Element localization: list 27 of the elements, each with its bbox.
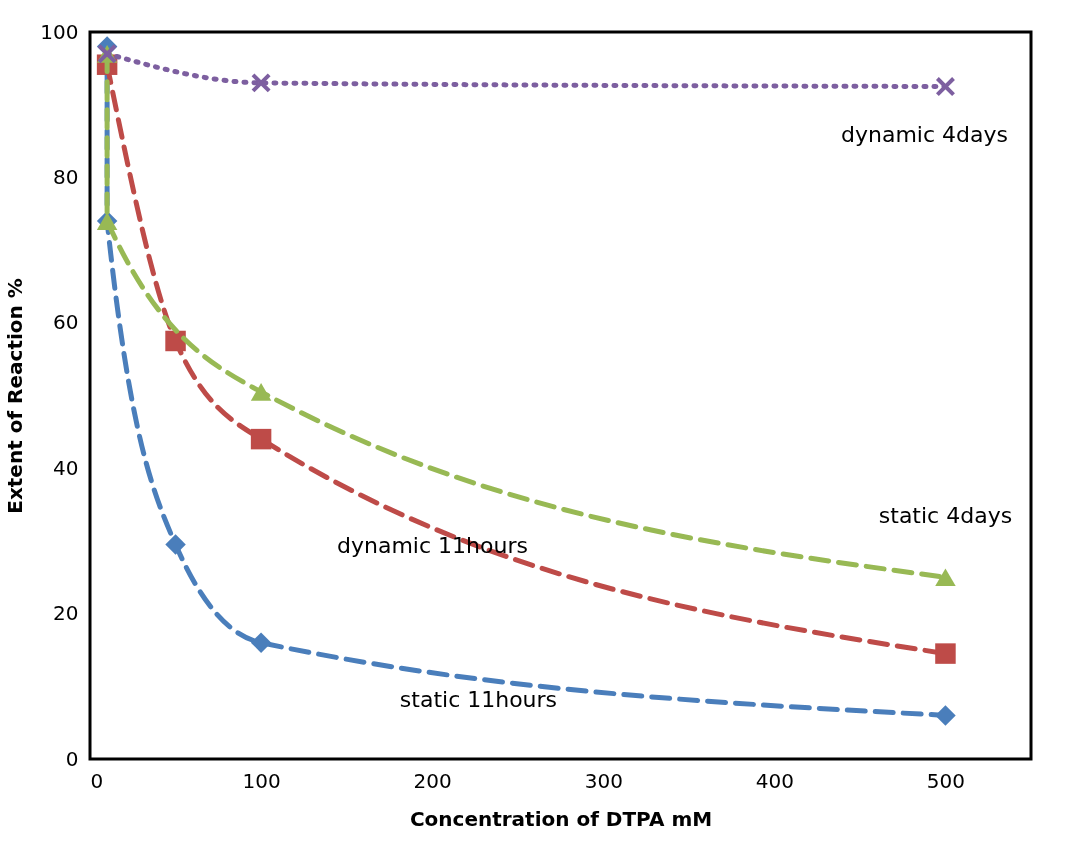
x-tick-label: 300 (584, 768, 623, 793)
point (935, 705, 956, 726)
y-tick-label: 80 (53, 164, 79, 189)
y-tick-label: 60 (53, 310, 79, 335)
point (251, 72, 272, 93)
y-tick-label: 100 (40, 19, 79, 44)
x-tick-label: 100 (242, 768, 281, 793)
point (250, 428, 272, 450)
y-axis-title: Extent of Reaction % (3, 278, 28, 514)
x-tick-label: 0 (90, 768, 104, 793)
series-label: static 11hours (399, 687, 558, 713)
point (250, 632, 272, 653)
point (165, 330, 186, 352)
y-tick-label: 0 (65, 746, 79, 771)
y-tick-label: 20 (53, 601, 79, 626)
point (250, 382, 272, 401)
series-label: dynamic 4days (840, 121, 1008, 147)
x-tick-label: 400 (755, 768, 794, 793)
y-tick-label: 40 (53, 455, 79, 480)
point (165, 534, 186, 555)
x-axis-title: Concentration of DTPA mM (409, 806, 713, 831)
x-tick-label: 200 (413, 768, 452, 793)
point (935, 568, 956, 587)
x-tick-label: 500 (926, 768, 966, 793)
series-label: static 4days (878, 503, 1013, 529)
point (935, 76, 956, 97)
point (935, 643, 956, 664)
